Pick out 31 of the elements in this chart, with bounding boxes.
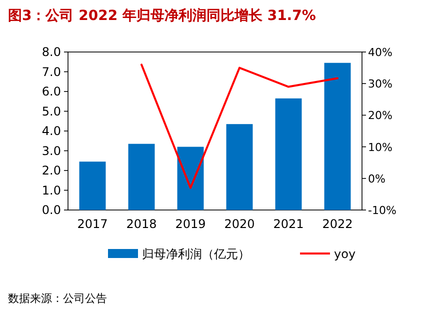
x-tick-label: 2017 — [77, 217, 108, 231]
legend-label: 归母净利润（亿元） — [142, 247, 250, 261]
y-tick-label: 8.0 — [42, 45, 61, 59]
y-tick-label: 7.0 — [42, 64, 61, 79]
bar — [226, 124, 253, 210]
y2-tick-label: -10% — [368, 204, 396, 217]
x-tick-label: 2020 — [224, 217, 255, 231]
y2-tick-label: 10% — [368, 140, 392, 154]
y-tick-label: 1.0 — [42, 183, 61, 198]
y-tick-label: 4.0 — [42, 124, 61, 138]
y-tick-label: 2.0 — [42, 164, 61, 178]
bar — [128, 144, 155, 210]
y2-tick-label: 30% — [368, 78, 392, 91]
y-tick-label: 3.0 — [42, 144, 61, 158]
bar — [177, 146, 204, 210]
x-tick-label: 2018 — [126, 217, 157, 231]
bar — [79, 162, 106, 210]
legend-label: yoy — [334, 247, 356, 261]
bar — [324, 62, 351, 210]
x-tick-label: 2021 — [273, 217, 304, 231]
chart-title: 图3：公司 2022 年归母净利润同比增长 31.7% — [8, 7, 316, 24]
x-tick-label: 2022 — [322, 217, 353, 231]
y-tick-label: 0.0 — [42, 203, 61, 217]
y-tick-label: 5.0 — [42, 104, 61, 118]
x-tick-label: 2019 — [175, 217, 206, 231]
y2-tick-label: 20% — [368, 109, 392, 122]
bar — [275, 98, 302, 210]
y2-tick-label: 0% — [368, 172, 386, 186]
source-note: 数据来源：公司公告 — [8, 292, 107, 305]
y-tick-label: 6.0 — [42, 84, 61, 98]
y2-tick-label: 40% — [368, 46, 392, 59]
